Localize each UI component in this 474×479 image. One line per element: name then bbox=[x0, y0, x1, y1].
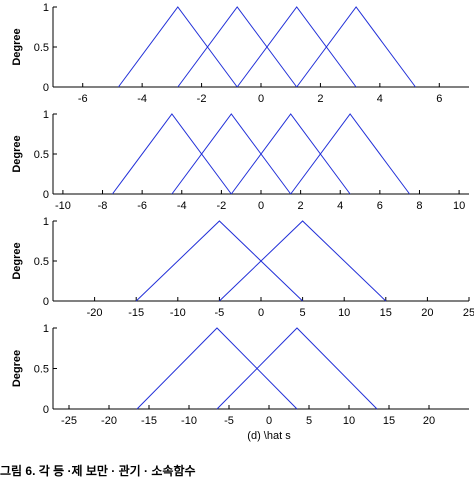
x-tick-label: -6 bbox=[78, 93, 88, 105]
y-tick-label: 0 bbox=[43, 189, 49, 201]
membership-series-1 bbox=[136, 327, 298, 410]
x-tick-label: 0 bbox=[258, 200, 264, 212]
y-axis-label: Degree bbox=[11, 135, 23, 172]
membership-series-3 bbox=[236, 6, 357, 88]
subplot-4: -25 -20 -15 -10 -5 0 5 10 15 20 0 0.5 1 Degree (d) \ha… bbox=[11, 323, 469, 442]
x-tick-label: 0 bbox=[258, 93, 264, 105]
x-tick-label: -10 bbox=[181, 415, 197, 427]
x-tick-label: 5 bbox=[300, 307, 306, 319]
membership-series-2 bbox=[216, 327, 378, 410]
x-tick-label: -10 bbox=[170, 307, 186, 319]
membership-series-3 bbox=[230, 113, 351, 195]
x-tick-label: 10 bbox=[343, 415, 355, 427]
x-tick-label: -20 bbox=[101, 415, 117, 427]
x-tick-label: 2 bbox=[317, 93, 323, 105]
membership-series-2 bbox=[171, 113, 292, 195]
y-tick-label: 1 bbox=[43, 109, 49, 121]
x-tick-label: 2 bbox=[298, 200, 304, 212]
membership-series-4 bbox=[296, 6, 416, 88]
x-tick-label: 4 bbox=[377, 93, 383, 105]
x-tick-label: 10 bbox=[338, 307, 350, 319]
membership-series-2 bbox=[219, 220, 387, 302]
y-axis-label: Degree bbox=[11, 28, 23, 65]
y-tick-label: 0 bbox=[43, 296, 49, 308]
subplot-2: -10 -8 -6 -4 -2 0 2 4 6 8 10 0 0.5 1 Degree bbox=[11, 109, 469, 212]
y-tick-label: 0.5 bbox=[34, 364, 49, 376]
x-tick-label: -4 bbox=[137, 93, 147, 105]
x-tick-label: -8 bbox=[98, 200, 108, 212]
x-tick-label: 6 bbox=[436, 93, 442, 105]
y-tick-label: 1 bbox=[43, 2, 49, 14]
subplot-1: -6 -4 -2 0 2 4 6 0 0.5 1 Degree bbox=[11, 2, 469, 105]
y-tick-label: 0 bbox=[43, 404, 49, 416]
membership-series-1 bbox=[135, 220, 303, 302]
figure-caption: 그림 6. 각 등 ·제 보만 · 관기 · 소속함수 bbox=[0, 464, 196, 478]
x-tick-label: 15 bbox=[380, 307, 392, 319]
x-axis-label: (d) \hat s bbox=[247, 430, 291, 442]
membership-series-1 bbox=[117, 6, 238, 88]
y-tick-label: 1 bbox=[43, 323, 49, 335]
x-tick-label: -2 bbox=[197, 93, 207, 105]
x-tick-label: 6 bbox=[377, 200, 383, 212]
x-tick-label: -2 bbox=[216, 200, 226, 212]
x-tick-label: 4 bbox=[337, 200, 343, 212]
y-tick-label: 1 bbox=[43, 216, 49, 228]
y-tick-label: 0.5 bbox=[34, 42, 49, 54]
x-tick-label: -5 bbox=[215, 307, 225, 319]
x-tick-label: 0 bbox=[266, 415, 272, 427]
x-tick-label: 20 bbox=[423, 415, 435, 427]
y-axis-label: Degree bbox=[11, 350, 23, 387]
subplot-3: -20 -15 -10 -5 0 5 10 15 20 25 0 0.5 1 Degree bbox=[11, 216, 474, 319]
x-tick-label: -20 bbox=[87, 307, 103, 319]
x-tick-label: -15 bbox=[128, 307, 144, 319]
x-tick-label: 25 bbox=[463, 307, 474, 319]
y-tick-label: 0.5 bbox=[34, 149, 49, 161]
membership-series-1 bbox=[111, 113, 232, 195]
y-axis-label: Degree bbox=[11, 242, 23, 279]
x-tick-label: -4 bbox=[177, 200, 187, 212]
x-tick-label: 0 bbox=[258, 307, 264, 319]
x-tick-label: 8 bbox=[416, 200, 422, 212]
x-tick-label: -15 bbox=[141, 415, 157, 427]
x-tick-label: 10 bbox=[453, 200, 465, 212]
x-tick-label: -6 bbox=[137, 200, 147, 212]
y-tick-label: 0 bbox=[43, 82, 49, 94]
y-tick-label: 0.5 bbox=[34, 256, 49, 268]
x-tick-label: 20 bbox=[421, 307, 433, 319]
x-tick-label: -5 bbox=[224, 415, 234, 427]
membership-series-2 bbox=[177, 6, 298, 88]
x-tick-label: -25 bbox=[61, 415, 77, 427]
x-tick-label: 5 bbox=[306, 415, 312, 427]
membership-series-4 bbox=[290, 113, 411, 195]
x-tick-label: 15 bbox=[383, 415, 395, 427]
x-tick-label: -10 bbox=[55, 200, 71, 212]
